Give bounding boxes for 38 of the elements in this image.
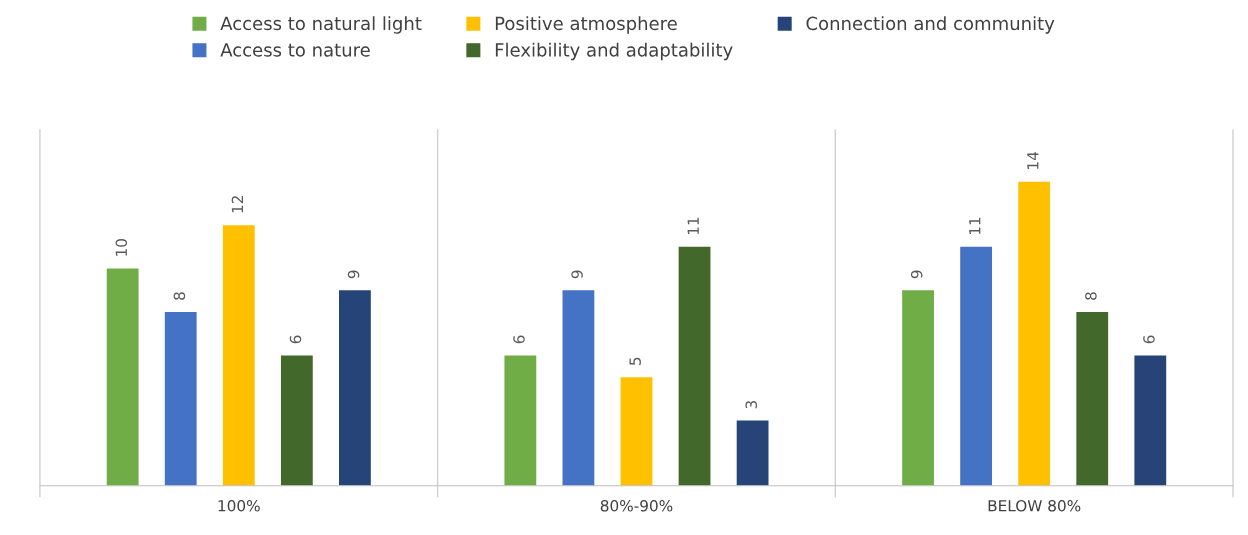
data-label: 9 bbox=[910, 270, 923, 279]
data-label: 8 bbox=[1085, 292, 1097, 300]
legend-label: Flexibility and adaptability bbox=[495, 42, 733, 61]
bar bbox=[106, 268, 139, 486]
legend-label: Positive atmosphere bbox=[495, 16, 677, 34]
data-label: 14 bbox=[1027, 152, 1039, 169]
x-tick-label: 100% bbox=[218, 499, 260, 512]
data-label: 6 bbox=[1143, 335, 1155, 344]
bar bbox=[164, 312, 197, 486]
bar bbox=[902, 290, 934, 486]
data-label: 5 bbox=[629, 357, 641, 365]
bar bbox=[736, 420, 769, 486]
bar bbox=[678, 246, 711, 486]
legend-label: Connection and community bbox=[806, 16, 1055, 34]
bar bbox=[1018, 181, 1051, 486]
bar bbox=[960, 246, 993, 486]
data-label: 3 bbox=[745, 401, 758, 409]
data-label: 9 bbox=[347, 270, 360, 279]
bar bbox=[620, 377, 653, 486]
bar bbox=[562, 290, 595, 486]
data-label: 8 bbox=[173, 292, 186, 300]
legend-label: Access to nature bbox=[220, 43, 370, 57]
data-label: 6 bbox=[513, 335, 525, 344]
data-label: 9 bbox=[571, 270, 583, 279]
bar bbox=[280, 355, 313, 486]
bar bbox=[1076, 312, 1109, 486]
data-label: 6 bbox=[289, 335, 302, 344]
bar bbox=[504, 355, 537, 486]
data-label: 12 bbox=[231, 196, 243, 213]
data-label: 10 bbox=[115, 239, 128, 256]
bar bbox=[339, 290, 371, 486]
x-tick-label: BELOW 80% bbox=[988, 499, 1081, 512]
bar bbox=[1134, 355, 1167, 486]
legend-label: Access to natural light bbox=[220, 16, 422, 34]
x-tick-label: 80%-90% bbox=[600, 499, 673, 512]
data-label: 11 bbox=[969, 217, 981, 235]
data-label: 11 bbox=[687, 217, 699, 235]
bar bbox=[222, 225, 255, 486]
